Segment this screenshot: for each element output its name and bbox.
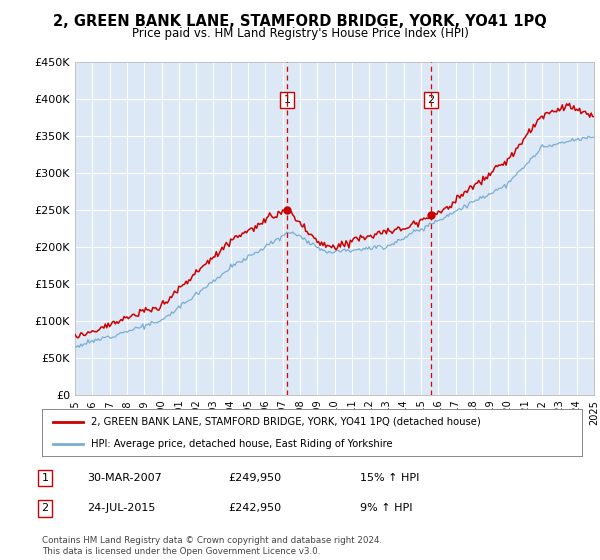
Text: 9% ↑ HPI: 9% ↑ HPI xyxy=(360,503,413,514)
Text: Contains HM Land Registry data © Crown copyright and database right 2024.
This d: Contains HM Land Registry data © Crown c… xyxy=(42,536,382,556)
Text: £242,950: £242,950 xyxy=(228,503,281,514)
Text: 1: 1 xyxy=(283,95,290,105)
Text: 2, GREEN BANK LANE, STAMFORD BRIDGE, YORK, YO41 1PQ (detached house): 2, GREEN BANK LANE, STAMFORD BRIDGE, YOR… xyxy=(91,417,481,427)
Text: HPI: Average price, detached house, East Riding of Yorkshire: HPI: Average price, detached house, East… xyxy=(91,438,392,449)
Text: 15% ↑ HPI: 15% ↑ HPI xyxy=(360,473,419,483)
Text: 2: 2 xyxy=(427,95,434,105)
Text: 30-MAR-2007: 30-MAR-2007 xyxy=(87,473,162,483)
Text: 2, GREEN BANK LANE, STAMFORD BRIDGE, YORK, YO41 1PQ: 2, GREEN BANK LANE, STAMFORD BRIDGE, YOR… xyxy=(53,14,547,29)
Text: 1: 1 xyxy=(41,473,49,483)
Text: 24-JUL-2015: 24-JUL-2015 xyxy=(87,503,155,514)
Text: 2: 2 xyxy=(41,503,49,514)
Text: Price paid vs. HM Land Registry's House Price Index (HPI): Price paid vs. HM Land Registry's House … xyxy=(131,27,469,40)
Text: £249,950: £249,950 xyxy=(228,473,281,483)
